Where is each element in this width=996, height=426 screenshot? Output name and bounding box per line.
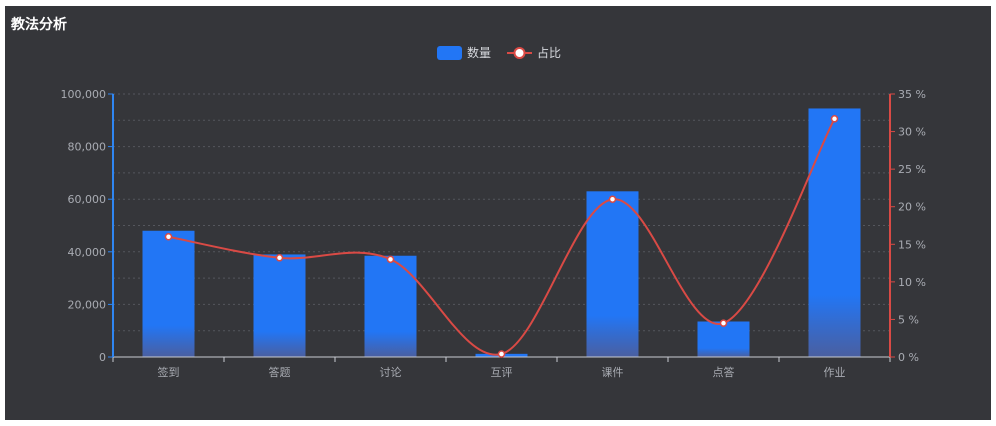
x-tick-label: 签到	[158, 365, 180, 379]
bar	[364, 255, 417, 357]
y-right-tick-label: 30 %	[898, 126, 926, 139]
bar	[586, 191, 639, 357]
legend: 数量 占比	[437, 45, 561, 60]
x-tick-label: 答题	[269, 365, 291, 379]
y-right-tick-label: 5 %	[898, 313, 919, 326]
y-right-tick-label: 10 %	[898, 276, 926, 289]
y-left-tick-label: 60,000	[68, 193, 107, 206]
line-point	[497, 350, 506, 358]
line-point	[719, 319, 728, 327]
line-point	[830, 115, 839, 123]
gridlines	[113, 93, 890, 332]
y-left-tick-label: 100,000	[61, 88, 107, 101]
line-points	[164, 115, 839, 358]
y-left-tick-label: 40,000	[68, 246, 107, 259]
x-tick-label: 讨论	[380, 365, 402, 379]
y-right-tick-label: 20 %	[898, 201, 926, 214]
line-point	[164, 233, 173, 241]
x-tick-label: 互评	[491, 366, 513, 379]
bar	[808, 108, 861, 357]
bar	[253, 254, 306, 357]
y-right-tick-label: 25 %	[898, 163, 926, 176]
bar	[142, 230, 195, 357]
x-tick-label: 点答	[713, 365, 735, 379]
line-point	[386, 255, 395, 264]
legend-swatch-point	[513, 47, 526, 59]
y-left-tick-label: 20,000	[68, 298, 107, 311]
bar-series	[142, 108, 861, 357]
line-point	[275, 254, 284, 262]
legend-swatch-bar	[437, 46, 462, 60]
x-tick-label: 作业	[824, 366, 846, 379]
bar	[697, 321, 750, 357]
legend-label-bar: 数量	[467, 45, 491, 60]
y-right-tick-label: 35 %	[898, 88, 926, 101]
y-left-tick-label: 80,000	[68, 141, 107, 154]
x-tick-label: 课件	[602, 366, 624, 379]
line-series-path	[168, 118, 836, 356]
y-right-tick-label: 0 %	[898, 351, 919, 364]
panel-title: 教法分析	[11, 17, 67, 33]
line-point	[608, 195, 617, 203]
legend-label-line: 占比	[537, 45, 561, 60]
y-right-tick-label: 15 %	[898, 238, 926, 251]
y-left-tick-label: 0	[99, 351, 106, 364]
